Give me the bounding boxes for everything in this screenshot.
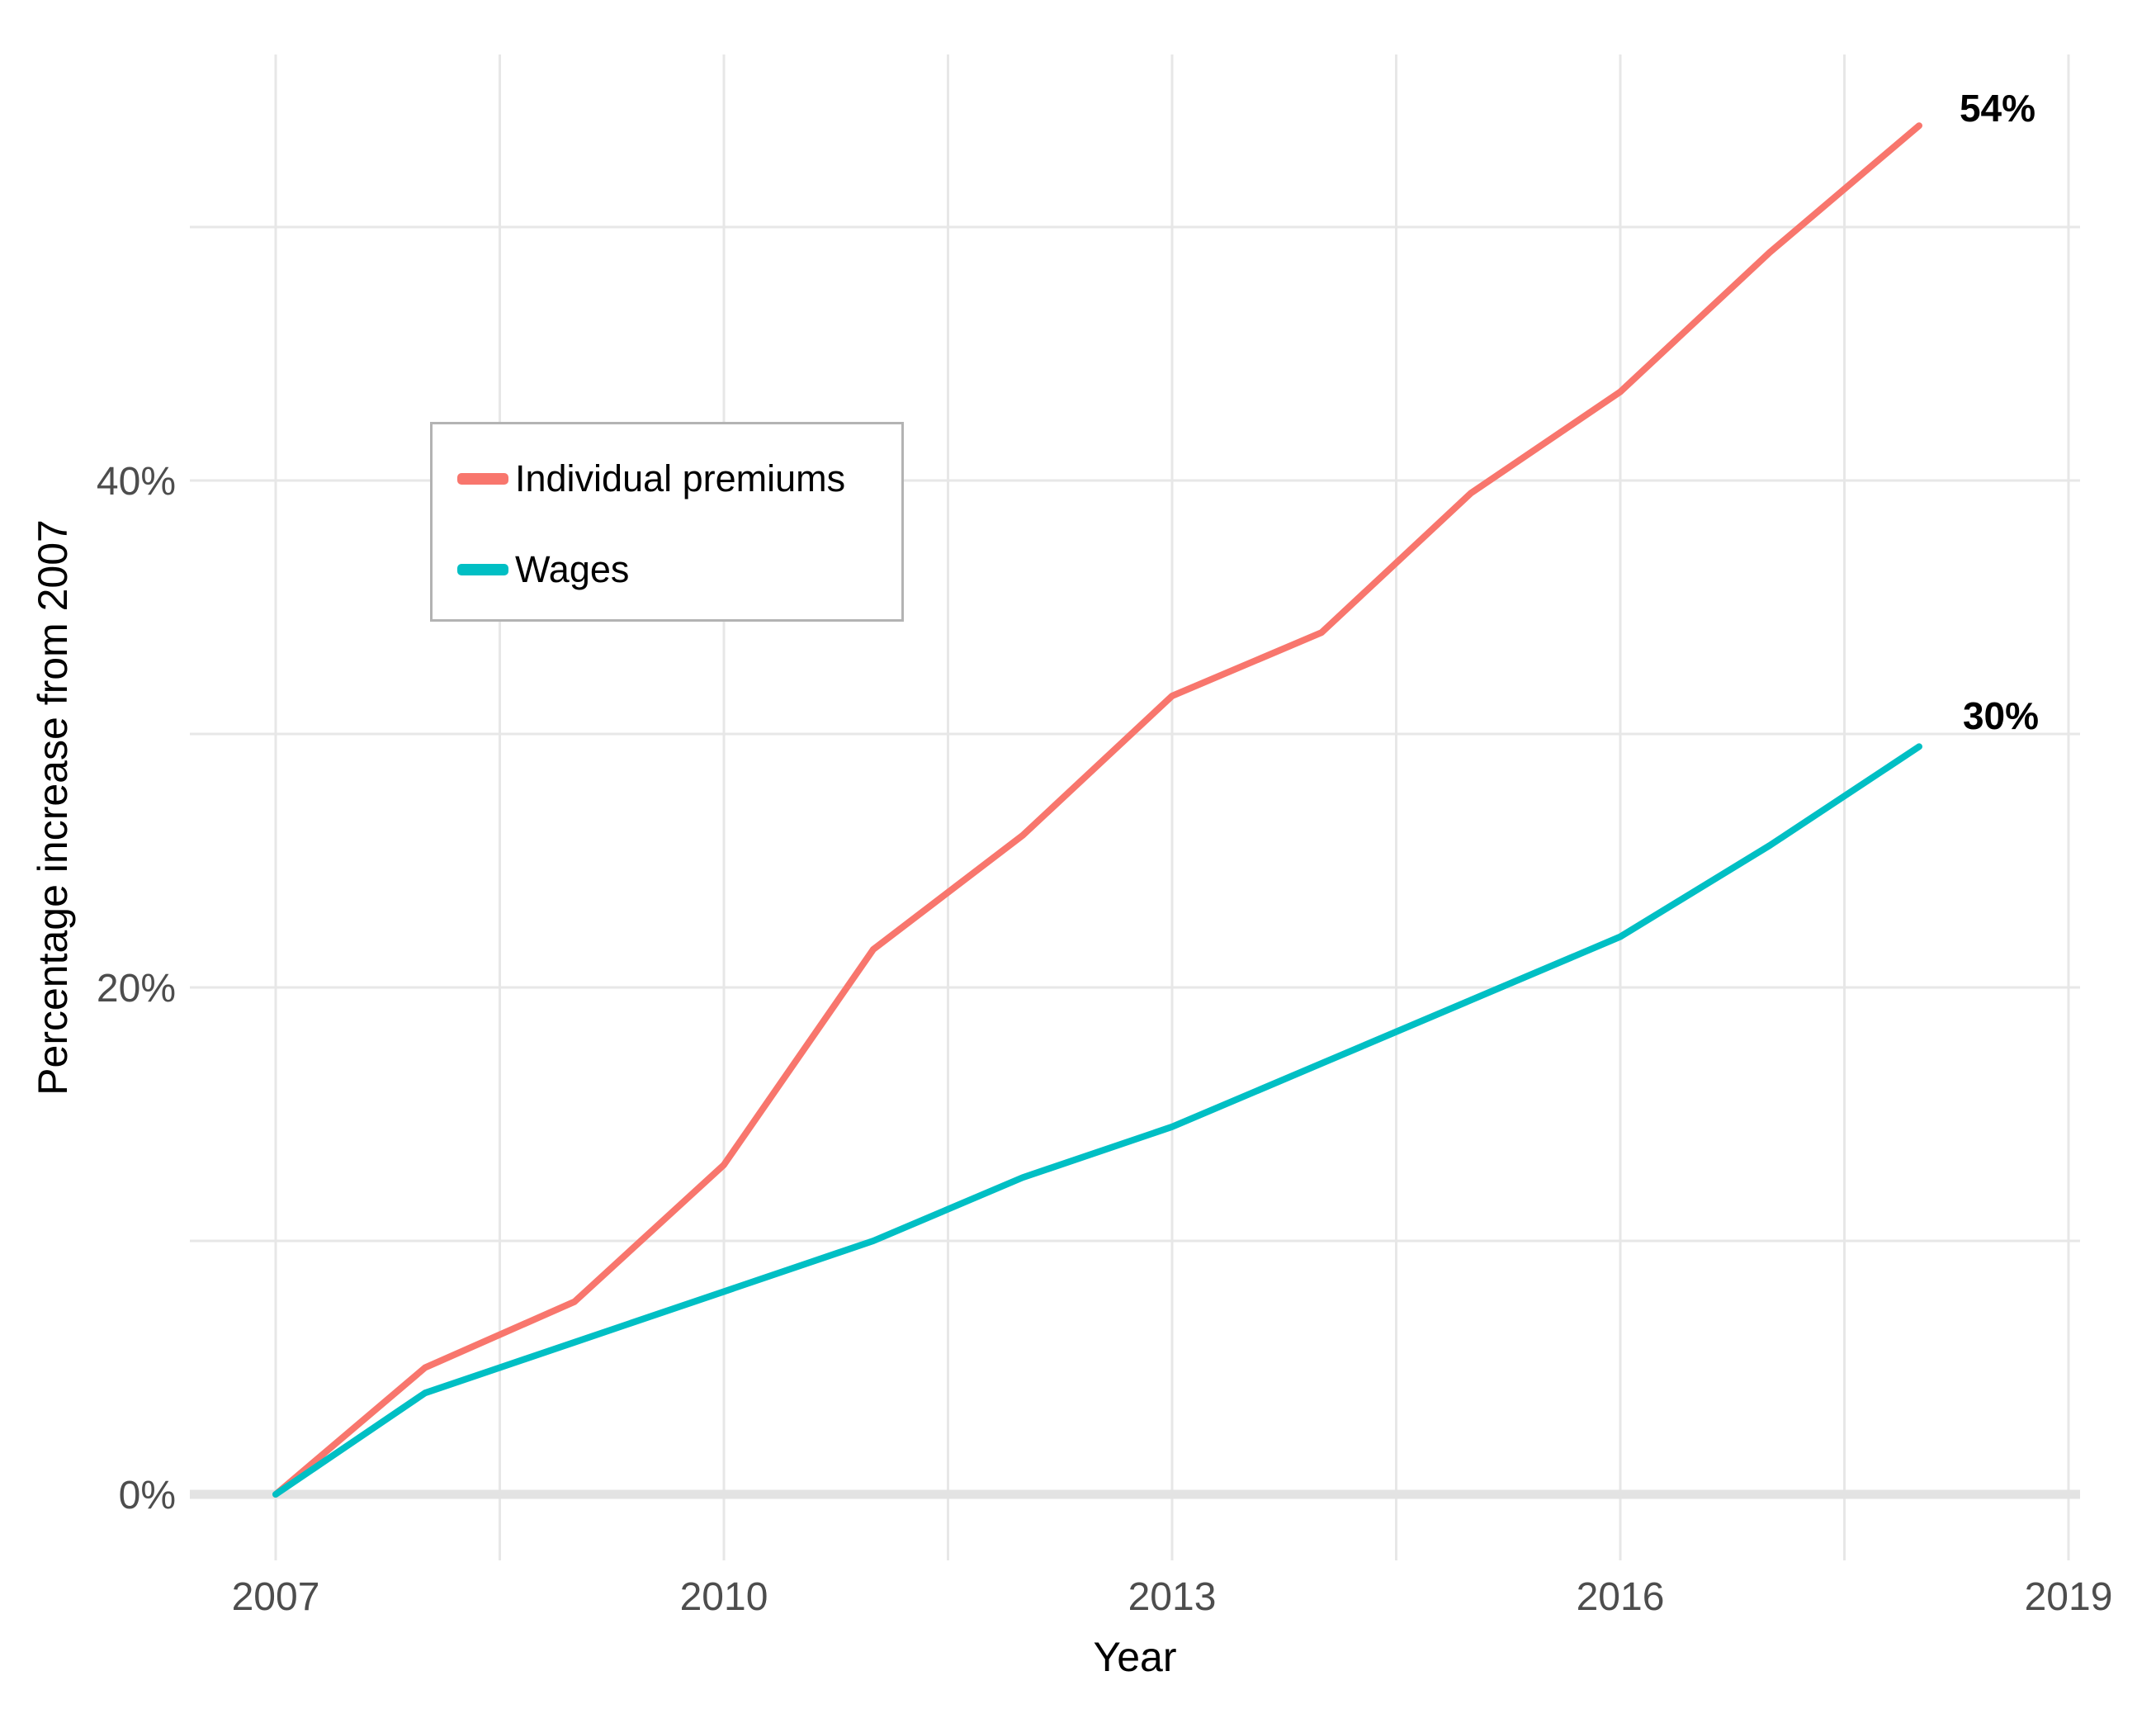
x-tick-label: 2019 [2025, 1575, 2113, 1619]
y-tick-label: 0% [119, 1474, 176, 1517]
y-tick-label: 40% [97, 460, 176, 504]
x-tick-label: 2007 [232, 1575, 320, 1619]
legend-item-wages: Wages [457, 548, 901, 591]
x-axis-title: Year [1093, 1634, 1177, 1680]
legend-swatch-wages [457, 564, 508, 575]
legend-swatch-premiums [457, 473, 508, 485]
series-line-wages [272, 743, 1922, 1498]
legend-item-premiums: Individual premiums [457, 457, 901, 500]
legend: Individual premiums Wages [430, 422, 904, 622]
x-tick-label: 2016 [1577, 1575, 1665, 1619]
series-end-label-premiums: 54% [1959, 87, 2036, 130]
y-axis-title: Percentage increase from 2007 [30, 519, 76, 1096]
x-tick-label: 2010 [680, 1575, 768, 1619]
series-line-premiums [272, 122, 1922, 1498]
gridlines [190, 54, 2080, 1560]
series-end-label-wages: 30% [1962, 694, 2040, 737]
tick-labels: 2007 2010 2013 2016 2019 0% 20% 40% [97, 460, 2112, 1619]
data-series [272, 122, 1922, 1498]
y-tick-label: 20% [97, 967, 176, 1011]
legend-label-wages: Wages [515, 548, 630, 590]
x-tick-label: 2013 [1128, 1575, 1217, 1619]
legend-label-premiums: Individual premiums [515, 457, 846, 499]
